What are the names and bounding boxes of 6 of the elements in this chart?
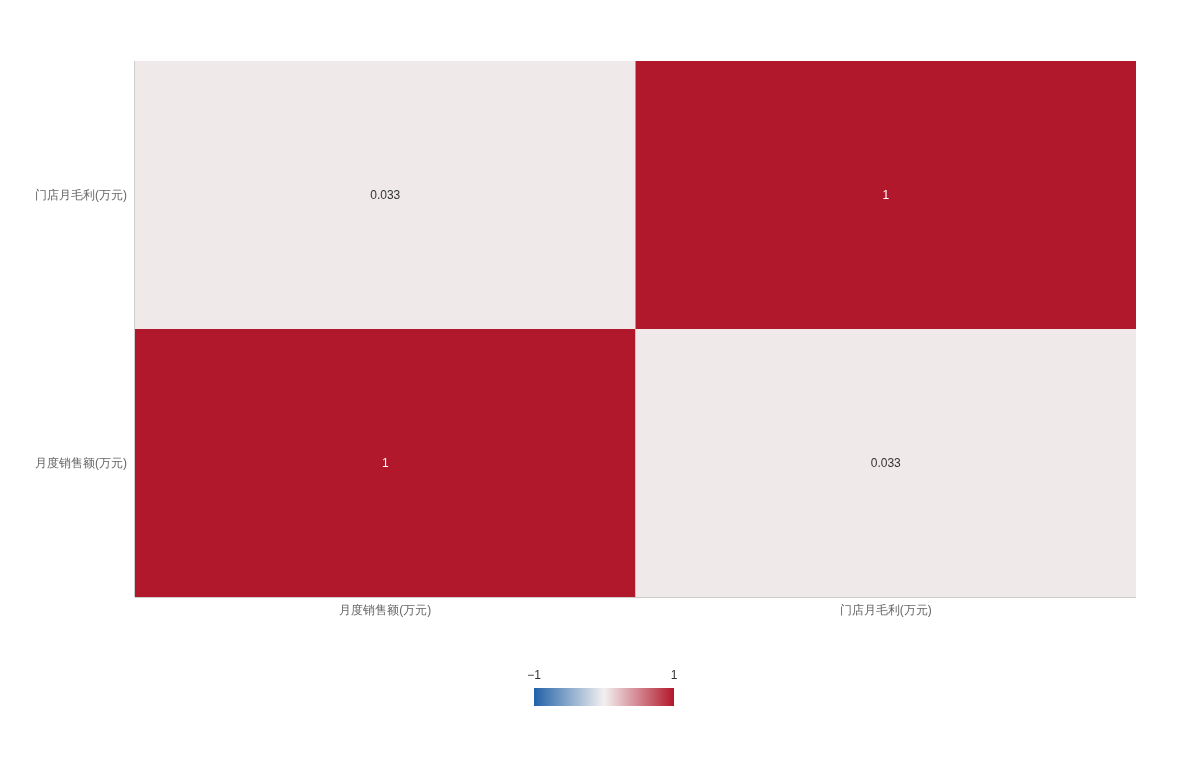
data-label: 1 — [381, 456, 389, 470]
color-bar-label: −1 — [527, 668, 541, 682]
data-label: 1 — [882, 188, 890, 202]
color-bar-label: 1 — [670, 668, 678, 682]
data-label: 0.033 — [870, 456, 902, 470]
data-label: 0.033 — [370, 188, 401, 202]
